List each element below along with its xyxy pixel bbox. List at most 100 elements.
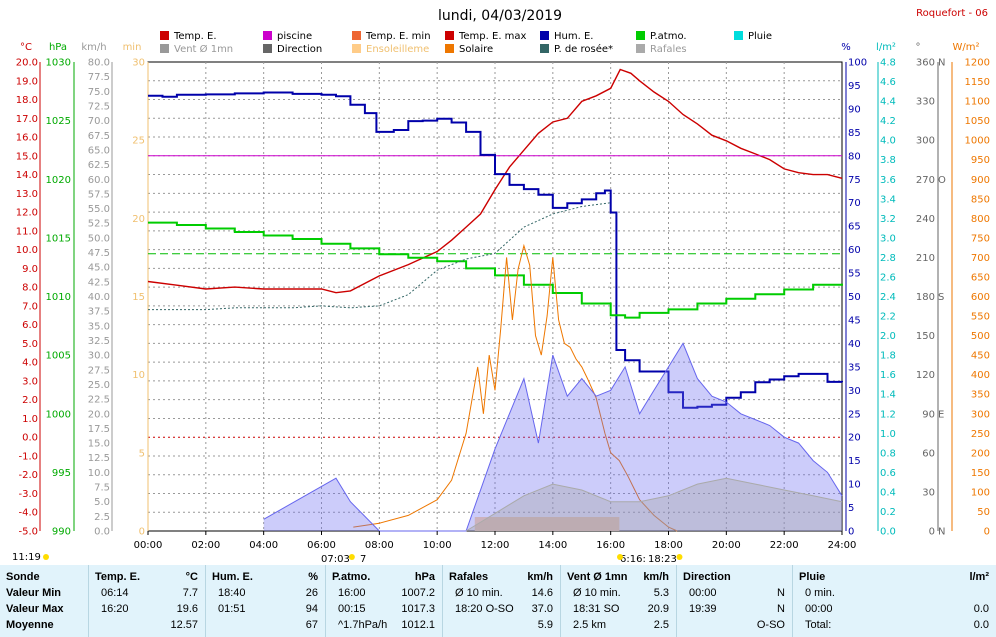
humidity-tick-label: 30 bbox=[848, 386, 861, 397]
rain-tick-label: 4.2 bbox=[880, 116, 896, 127]
legend-swatch bbox=[352, 44, 361, 53]
stats-cell-value: 37.0 bbox=[531, 603, 553, 615]
stats-cell-time: 19:39 bbox=[689, 603, 717, 615]
legend-label: Hum. E. bbox=[554, 31, 593, 42]
solar-tick-label: 600 bbox=[971, 292, 990, 303]
direction-tick-label: 300 bbox=[916, 136, 935, 147]
stats-row: 01:51 94 bbox=[206, 601, 326, 617]
stats-row: 16:20 19.6 bbox=[89, 601, 206, 617]
stats-header-label: Pluie bbox=[799, 571, 826, 583]
stats-row: 00:15 1017.3 bbox=[326, 601, 443, 617]
wind-tick-label: 7.5 bbox=[94, 483, 110, 494]
stats-cell-time: 00:15 bbox=[338, 603, 366, 615]
legend-swatch bbox=[352, 31, 361, 40]
stats-cell-value: 19.6 bbox=[176, 603, 198, 615]
x-tick-label: 16:00 bbox=[596, 540, 625, 551]
legend-label: Temp. E. min bbox=[365, 31, 431, 42]
humidity-tick-label: 60 bbox=[848, 245, 861, 256]
stats-cell-value: N bbox=[777, 603, 785, 615]
stats-cell-value: 0.0 bbox=[973, 603, 989, 615]
legend: Temp. E. piscine Temp. E. min Temp. E. max H… bbox=[160, 31, 772, 55]
unit-press: hPa bbox=[49, 42, 67, 53]
stats-header: Direction bbox=[677, 569, 793, 585]
humidity-tick-label: 75 bbox=[848, 175, 861, 186]
stats-cell-value: 2.5 bbox=[653, 619, 669, 631]
direction-cardinal-label: E bbox=[938, 409, 944, 420]
legend-label: piscine bbox=[277, 31, 312, 42]
temp-tick-label: 18.0 bbox=[16, 95, 38, 106]
stats-header-label: P.atmo. bbox=[332, 571, 371, 583]
stats-row-label: Moyenne bbox=[6, 619, 54, 631]
temp-tick-label: 8.0 bbox=[22, 283, 38, 294]
humidity-tick-label: 0 bbox=[848, 527, 854, 538]
stats-row: 0 min. bbox=[793, 585, 996, 601]
stats-cell-value: 5.3 bbox=[653, 587, 669, 599]
humidity-tick-label: 20 bbox=[848, 433, 861, 444]
axis-unit-labels: °C hPa km/h min % l/m² ° W/m² bbox=[20, 42, 980, 53]
solar-tick-label: 300 bbox=[971, 409, 990, 420]
legend-label: P.atmo. bbox=[650, 31, 687, 42]
stats-header-label: Direction bbox=[683, 571, 731, 583]
sunrise-label: 07:03 bbox=[321, 554, 350, 565]
stats-cell-time: ^1.7hPa/h bbox=[338, 619, 388, 631]
x-tick-label: 08:00 bbox=[365, 540, 394, 551]
stats-header: Vent Ø 1mn km/h bbox=[561, 569, 677, 585]
humidity-tick-label: 65 bbox=[848, 222, 861, 233]
wind-tick-label: 10.0 bbox=[88, 468, 110, 479]
stats-row: 16:00 1007.2 bbox=[326, 585, 443, 601]
minutes-tick-label: 20 bbox=[132, 214, 145, 225]
rain-tick-label: 0.0 bbox=[880, 527, 896, 538]
direction-cardinal-label: N bbox=[938, 527, 945, 538]
rain-tick-label: 2.0 bbox=[880, 331, 896, 342]
wind-tick-label: 57.5 bbox=[88, 189, 110, 200]
stats-cell-value: 5.9 bbox=[537, 619, 553, 631]
wind-tick-label: 55.0 bbox=[88, 204, 110, 215]
solar-tick-label: 700 bbox=[971, 253, 990, 264]
rain-tick-label: 3.2 bbox=[880, 214, 896, 225]
minutes-tick-label: 15 bbox=[132, 292, 145, 303]
x-tick-label: 00:00 bbox=[134, 540, 163, 551]
sun-marker bbox=[676, 554, 683, 560]
rain-tick-label: 4.8 bbox=[880, 58, 896, 69]
sunshine-band bbox=[474, 517, 620, 531]
stats-header: Pluie l/m² bbox=[793, 569, 996, 585]
solar-tick-label: 0 bbox=[984, 527, 990, 538]
series-line bbox=[148, 202, 611, 311]
stats-header-label: Sonde bbox=[6, 571, 40, 583]
humidity-tick-label: 15 bbox=[848, 456, 861, 467]
series-line bbox=[148, 91, 843, 409]
stats-header-label: Temp. E. bbox=[95, 571, 141, 583]
x-tick-label: 12:00 bbox=[481, 540, 510, 551]
direction-tick-label: 240 bbox=[916, 214, 935, 225]
unit-rain: l/m² bbox=[876, 42, 896, 53]
unit-wind: km/h bbox=[81, 42, 106, 53]
x-tick-label: 18:00 bbox=[654, 540, 683, 551]
solar-tick-label: 900 bbox=[971, 175, 990, 186]
stats-cell-value: 7.7 bbox=[182, 587, 198, 599]
stats-cell-time: 16:20 bbox=[101, 603, 129, 615]
humidity-tick-label: 25 bbox=[848, 409, 861, 420]
unit-dir: ° bbox=[916, 42, 921, 53]
direction-cardinal-label: O bbox=[938, 175, 946, 186]
sunrise-suffix: 7 bbox=[360, 554, 366, 565]
pressure-tick-label: 1030 bbox=[46, 58, 71, 69]
legend-label: Temp. E. bbox=[173, 31, 217, 42]
temp-tick-label: -4.0 bbox=[18, 508, 38, 519]
stats-row: O-SO bbox=[677, 617, 793, 633]
solar-tick-label: 800 bbox=[971, 214, 990, 225]
legend-label: P. de rosée* bbox=[554, 43, 613, 55]
wind-tick-label: 25.0 bbox=[88, 380, 110, 391]
x-axis: 00:00 02:00 04:00 06:00 08:00 10:00 12:00 14:00… bbox=[134, 531, 856, 551]
temp-tick-label: 19.0 bbox=[16, 76, 38, 87]
pressure-tick-label: 990 bbox=[52, 527, 71, 538]
series-line bbox=[148, 221, 843, 319]
legend-swatch bbox=[263, 44, 272, 53]
temp-tick-label: 0.0 bbox=[22, 433, 38, 444]
wind-tick-label: 30.0 bbox=[88, 351, 110, 362]
solar-tick-label: 950 bbox=[971, 155, 990, 166]
solar-tick-label: 350 bbox=[971, 390, 990, 401]
solar-tick-label: 400 bbox=[971, 370, 990, 381]
humidity-tick-label: 50 bbox=[848, 292, 861, 303]
direction-tick-label: 270 bbox=[916, 175, 935, 186]
sun-marker bbox=[617, 554, 623, 560]
